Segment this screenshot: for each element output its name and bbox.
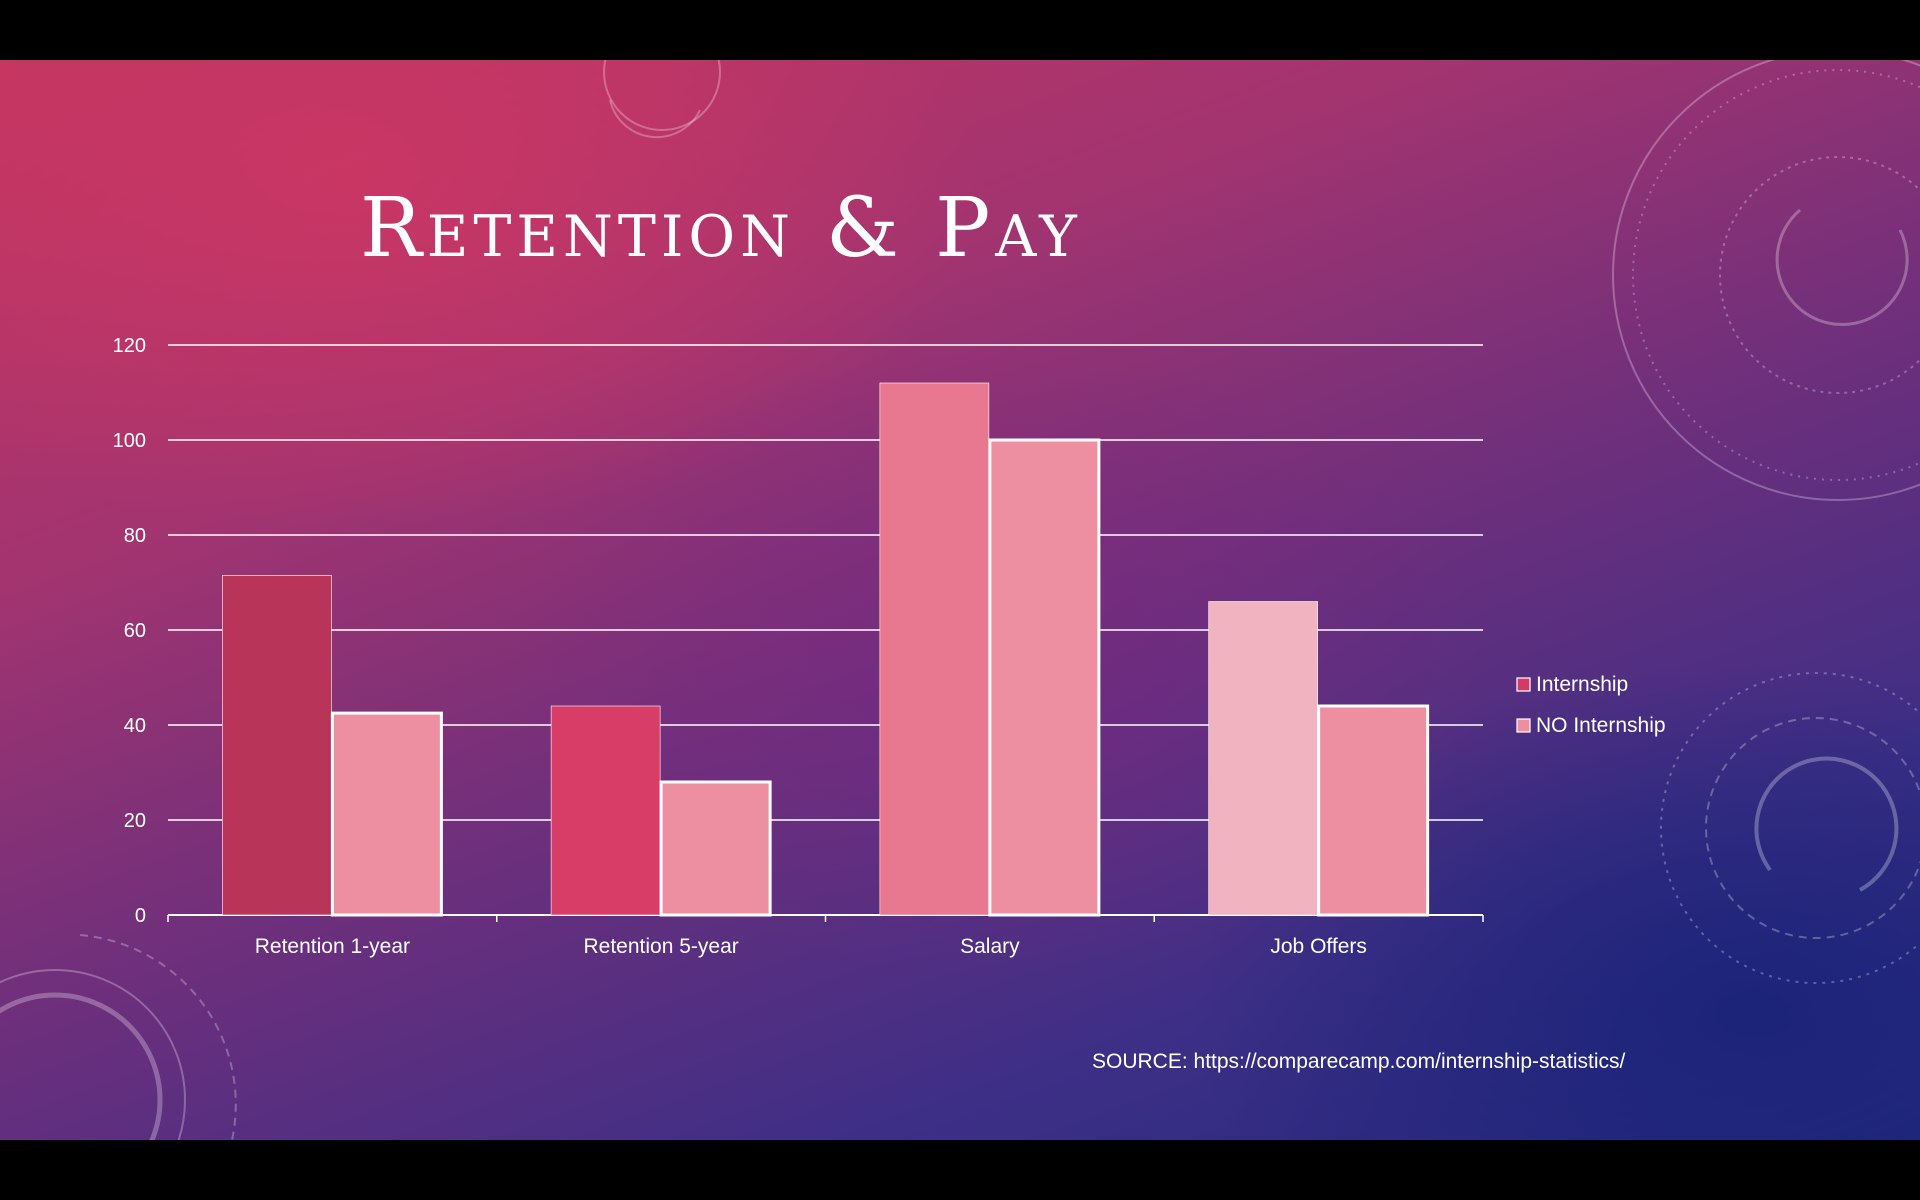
legend-swatch <box>1516 677 1531 692</box>
y-tick-label: 80 <box>124 525 146 547</box>
x-tick-label: Retention 5-year <box>583 935 738 958</box>
x-tick-label: Retention 1-year <box>255 935 410 958</box>
deco-ring-top <box>603 60 721 131</box>
bar <box>879 382 990 916</box>
deco-arc-bottom-left <box>79 934 237 1140</box>
legend-swatch <box>1516 718 1531 733</box>
deco-arc-top <box>609 99 701 139</box>
deco-ring-bottom-right-outer <box>1660 672 1920 984</box>
x-tick-label: Salary <box>960 935 1020 958</box>
bar <box>330 711 443 917</box>
y-tick-label: 20 <box>124 810 146 832</box>
y-tick-label: 120 <box>113 335 146 357</box>
deco-arc-right <box>1775 208 1909 327</box>
deco-ring-bottom-right <box>1705 717 1920 939</box>
y-tick-label: 0 <box>135 905 146 927</box>
y-tick-label: 100 <box>113 430 146 452</box>
presentation-slide: Retention & Pay 0 20 40 60 80 100 120 Retention… <box>0 60 1920 1140</box>
legend-label: NO Internship <box>1536 714 1666 737</box>
bar-chart: 0 20 40 60 80 100 120 Retention 1-year Retention… <box>113 335 1666 958</box>
slide-title: Retention & Pay <box>360 181 1082 276</box>
bar <box>659 780 772 917</box>
legend-label: Internship <box>1536 673 1628 696</box>
bar <box>1317 704 1430 917</box>
deco-ring-right-mid <box>1719 156 1920 394</box>
deco-ring-right-large <box>1612 60 1920 501</box>
bar <box>222 575 332 916</box>
y-tick-label: 60 <box>124 620 146 642</box>
x-tick-label: Job Offers <box>1270 935 1367 958</box>
bar <box>1208 601 1318 916</box>
deco-ring-bottom-left-outer <box>0 969 186 1140</box>
bar <box>550 705 661 916</box>
deco-arc-bottom-right <box>1754 756 1899 892</box>
deco-ring-bottom-left <box>0 992 163 1140</box>
y-tick-label: 40 <box>124 715 146 737</box>
deco-ring-right-dial <box>1632 69 1920 481</box>
background-decoration <box>0 60 1920 1140</box>
source-citation: SOURCE: https://comparecamp.com/internsh… <box>1092 1050 1626 1073</box>
bar <box>988 438 1101 917</box>
